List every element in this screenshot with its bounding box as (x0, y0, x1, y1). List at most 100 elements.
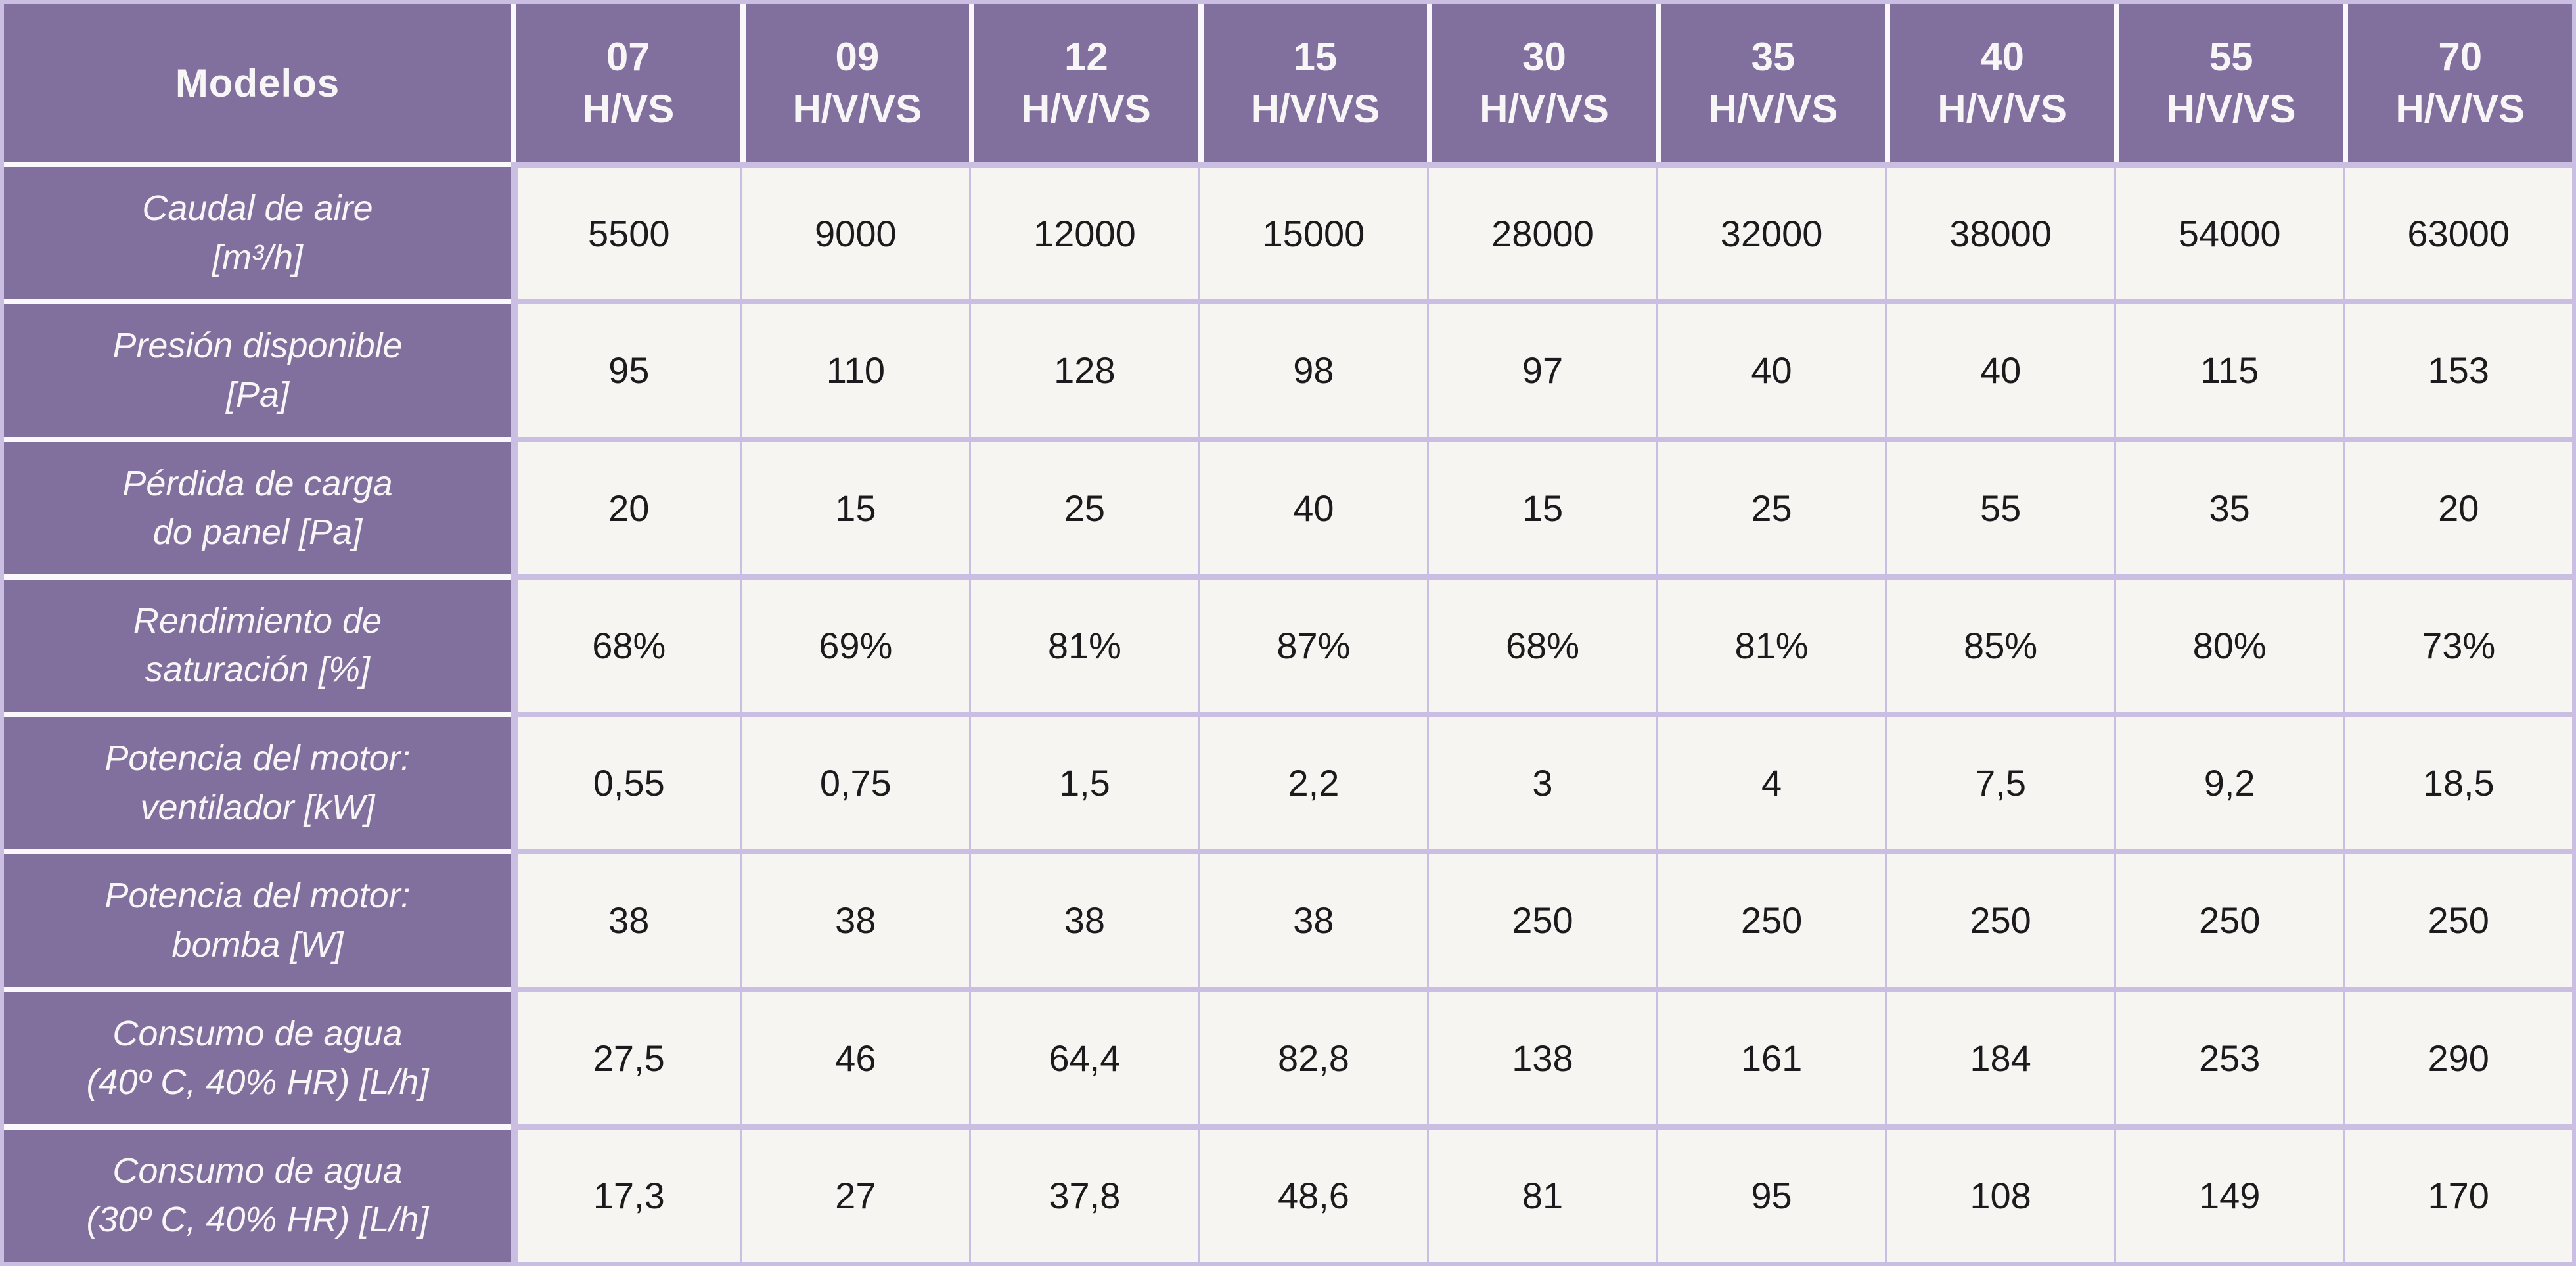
data-cell: 98 (1198, 299, 1428, 437)
data-cell: 68% (1427, 574, 1656, 712)
data-cell: 2,2 (1198, 712, 1428, 850)
data-cell: 38 (969, 849, 1198, 987)
data-cell: 149 (2113, 1124, 2343, 1262)
data-cell: 3 (1427, 712, 1656, 850)
model-variant: H/V/VS (2395, 87, 2525, 131)
column-header-09: 09 H/V/VS (740, 4, 970, 162)
data-cell: 9,2 (2113, 712, 2343, 850)
row-label-line2: saturación [%] (145, 650, 371, 690)
data-cell: 48,6 (1198, 1124, 1428, 1262)
column-header-35: 35 H/V/VS (1656, 4, 1886, 162)
data-cell: 128 (969, 299, 1198, 437)
data-cell: 108 (1885, 1124, 2114, 1262)
data-cell: 9000 (740, 162, 970, 300)
row-label-line2: do panel [Pa] (152, 513, 363, 553)
model-variant: H/V/VS (1480, 87, 1609, 131)
data-cell: 7,5 (1885, 712, 2114, 850)
row-label-line1: Rendimiento de (133, 601, 382, 641)
data-cell: 81% (969, 574, 1198, 712)
data-cell: 4 (1656, 712, 1886, 850)
data-cell: 25 (1656, 436, 1886, 574)
model-number: 70 (2438, 34, 2483, 79)
row-label-line2: bomba [W] (171, 925, 344, 965)
data-cell: 15 (740, 436, 970, 574)
data-cell: 250 (1885, 849, 2114, 987)
data-cell: 250 (2343, 849, 2572, 987)
data-cell: 15000 (1198, 162, 1428, 300)
model-variant: H/V/VS (2166, 87, 2296, 131)
column-header-40: 40 H/V/VS (1885, 4, 2114, 162)
data-cell: 81% (1656, 574, 1886, 712)
data-cell: 82,8 (1198, 986, 1428, 1124)
data-cell: 63000 (2343, 162, 2572, 300)
data-cell: 38 (511, 849, 740, 987)
data-cell: 17,3 (511, 1124, 740, 1262)
row-label-presion-disponible: Presión disponible [Pa] (4, 299, 511, 437)
data-cell: 5500 (511, 162, 740, 300)
model-number: 12 (1064, 34, 1108, 79)
data-cell: 25 (969, 436, 1198, 574)
data-cell: 161 (1656, 986, 1886, 1124)
data-cell: 110 (740, 299, 970, 437)
data-cell: 184 (1885, 986, 2114, 1124)
data-cell: 40 (1885, 299, 2114, 437)
row-label-line1: Caudal de aire (142, 189, 373, 229)
row-label-line2: [Pa] (225, 375, 290, 415)
data-cell: 87% (1198, 574, 1428, 712)
data-cell: 0,55 (511, 712, 740, 850)
model-number: 30 (1522, 34, 1566, 79)
row-label-line1: Pérdida de carga (122, 463, 393, 503)
row-label-line1: Potencia del motor: (104, 876, 411, 916)
row-label-line1: Presión disponible (112, 326, 403, 366)
column-header-30: 30 H/V/VS (1427, 4, 1656, 162)
data-cell: 35 (2113, 436, 2343, 574)
model-number: 07 (606, 34, 650, 79)
model-variant: H/V/VS (1022, 87, 1151, 131)
corner-header-modelos: Modelos (4, 4, 511, 162)
data-cell: 80% (2113, 574, 2343, 712)
model-number: 15 (1293, 34, 1338, 79)
data-cell: 27,5 (511, 986, 740, 1124)
row-label-potencia-ventilador: Potencia del motor: ventilador [kW] (4, 712, 511, 850)
data-cell: 250 (1427, 849, 1656, 987)
column-header-55: 55 H/V/VS (2113, 4, 2343, 162)
data-cell: 20 (511, 436, 740, 574)
column-header-70: 70 H/V/VS (2343, 4, 2572, 162)
data-cell: 27 (740, 1124, 970, 1262)
data-cell: 12000 (969, 162, 1198, 300)
data-cell: 55 (1885, 436, 2114, 574)
data-cell: 69% (740, 574, 970, 712)
data-cell: 73% (2343, 574, 2572, 712)
data-cell: 40 (1656, 299, 1886, 437)
data-cell: 18,5 (2343, 712, 2572, 850)
model-number: 55 (2209, 34, 2253, 79)
data-cell: 32000 (1656, 162, 1886, 300)
model-number: 35 (1751, 34, 1796, 79)
data-cell: 40 (1198, 436, 1428, 574)
data-cell: 38000 (1885, 162, 2114, 300)
row-label-consumo-agua-40: Consumo de agua (40º C, 40% HR) [L/h] (4, 986, 511, 1124)
data-cell: 290 (2343, 986, 2572, 1124)
data-cell: 95 (1656, 1124, 1886, 1262)
data-cell: 37,8 (969, 1124, 1198, 1262)
model-variant: H/VS (582, 87, 675, 131)
data-cell: 115 (2113, 299, 2343, 437)
row-label-caudal-de-aire: Caudal de aire [m³/h] (4, 162, 511, 300)
data-cell: 138 (1427, 986, 1656, 1124)
row-label-line1: Potencia del motor: (104, 739, 411, 779)
data-cell: 1,5 (969, 712, 1198, 850)
data-cell: 85% (1885, 574, 2114, 712)
data-cell: 153 (2343, 299, 2572, 437)
data-cell: 170 (2343, 1124, 2572, 1262)
data-cell: 20 (2343, 436, 2572, 574)
column-header-15: 15 H/V/VS (1198, 4, 1428, 162)
column-header-07: 07 H/VS (511, 4, 740, 162)
data-cell: 81 (1427, 1124, 1656, 1262)
data-cell: 0,75 (740, 712, 970, 850)
row-label-line2: ventilador [kW] (140, 787, 375, 827)
data-cell: 250 (2113, 849, 2343, 987)
data-cell: 253 (2113, 986, 2343, 1124)
row-label-consumo-agua-30: Consumo de agua (30º C, 40% HR) [L/h] (4, 1124, 511, 1262)
row-label-rendimiento-saturacion: Rendimiento de saturación [%] (4, 574, 511, 712)
